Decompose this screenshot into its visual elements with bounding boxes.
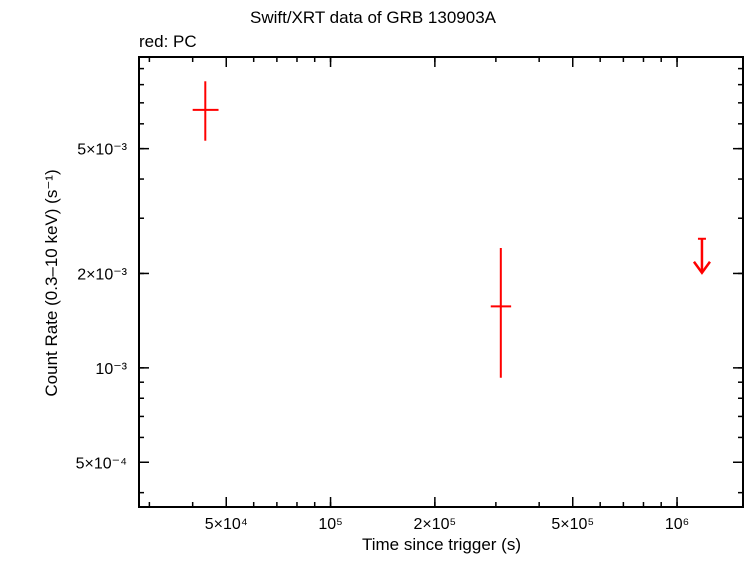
y-tick-label: 10⁻³ <box>95 361 127 378</box>
x-tick-label: 2×10⁵ <box>414 516 457 533</box>
upper-limit-arrow <box>692 237 711 275</box>
x-axis-label: Time since trigger (s) <box>361 535 521 554</box>
x-tick-label: 5×10⁴ <box>205 516 248 533</box>
chart-title: Swift/XRT data of GRB 130903A <box>249 8 496 27</box>
y-tick-label: 5×10⁻³ <box>77 142 127 159</box>
y-tick-label: 5×10⁻⁴ <box>76 455 127 472</box>
x-tick-label: 10⁶ <box>665 516 689 533</box>
plot-frame <box>138 56 744 508</box>
x-tick-label: 5×10⁵ <box>551 516 594 533</box>
y-axis-label: Count Rate (0.3–10 keV) (s⁻¹) <box>42 169 61 397</box>
chart-subtitle: red: PC <box>139 32 197 51</box>
y-tick-label: 2×10⁻³ <box>77 266 127 283</box>
x-tick-label: 10⁵ <box>318 516 342 533</box>
